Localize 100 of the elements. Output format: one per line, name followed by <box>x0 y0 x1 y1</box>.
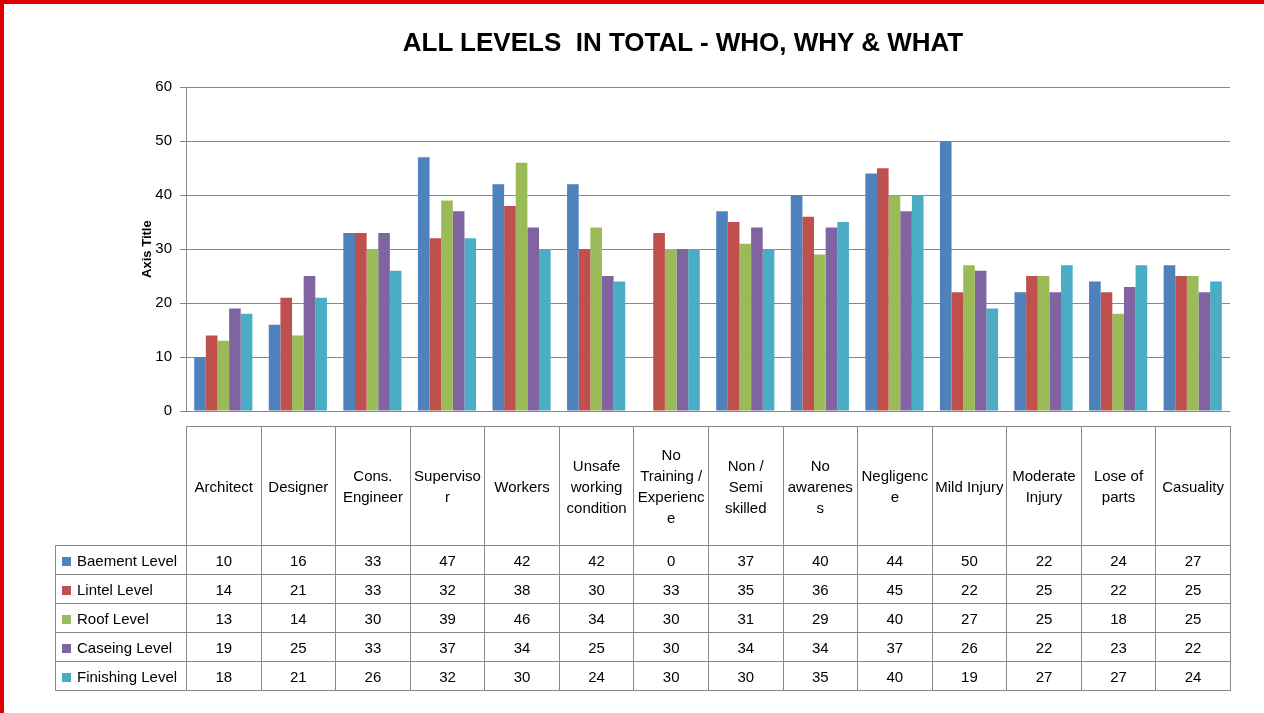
data-label: 33 <box>335 574 411 604</box>
bar <box>1026 276 1038 411</box>
data-label: 27 <box>932 603 1007 633</box>
data-label: 10 <box>186 545 262 575</box>
data-label: 47 <box>410 545 485 575</box>
data-label: 33 <box>335 632 411 662</box>
data-label: 27 <box>1081 661 1156 691</box>
data-label: 29 <box>783 603 858 633</box>
data-label: 21 <box>261 661 336 691</box>
data-label: 45 <box>857 574 933 604</box>
data-label: 25 <box>261 632 336 662</box>
x-tick-label: Non / Semi skilled <box>708 426 783 546</box>
data-label: 0 <box>633 545 709 575</box>
x-tick-label: Supervisor <box>410 426 485 546</box>
data-label: 34 <box>708 632 783 662</box>
bar <box>492 184 505 411</box>
data-label: 30 <box>335 603 411 633</box>
y-tick-label: 40 <box>155 185 172 203</box>
legend-label: Caseing Level <box>55 632 187 662</box>
data-label: 22 <box>1155 632 1231 662</box>
bar <box>653 232 665 411</box>
data-label: 25 <box>559 632 634 662</box>
data-label: 35 <box>783 661 858 691</box>
y-tick-label: 20 <box>155 293 172 311</box>
data-label: 25 <box>1006 603 1082 633</box>
data-label: 34 <box>559 603 634 633</box>
data-label: 22 <box>932 574 1007 604</box>
bar <box>751 227 763 411</box>
bar <box>986 308 999 411</box>
bar <box>1049 292 1062 411</box>
y-tick-label: 60 <box>155 77 172 95</box>
bar <box>1210 281 1222 411</box>
x-tick-label: No Training / Experience <box>633 426 709 546</box>
data-label: 25 <box>1155 574 1231 604</box>
bar <box>876 168 889 411</box>
bar <box>688 249 700 411</box>
data-label: 14 <box>261 603 336 633</box>
bar <box>303 276 316 411</box>
data-label: 30 <box>484 661 560 691</box>
data-label: 31 <box>708 603 783 633</box>
x-tick-label: Designer <box>261 426 336 546</box>
data-label: 34 <box>783 632 858 662</box>
legend-label: Lintel Level <box>55 574 187 604</box>
bar <box>1100 292 1113 411</box>
data-label: 44 <box>857 545 933 575</box>
y-tick-label: 50 <box>155 131 172 149</box>
bar <box>1037 276 1050 411</box>
data-label: 13 <box>186 603 262 633</box>
data-label: 27 <box>1006 661 1082 691</box>
x-tick-label: Workers <box>484 426 560 546</box>
bar <box>292 335 304 411</box>
bar <box>613 281 626 411</box>
data-label: 26 <box>932 632 1007 662</box>
x-tick-label: Cons. Engineer <box>335 426 411 546</box>
data-label: 25 <box>1006 574 1082 604</box>
y-axis-title: Axis Title <box>139 220 155 278</box>
bar <box>417 157 430 411</box>
bar <box>951 292 964 411</box>
x-tick-label: Lose of parts <box>1081 426 1156 546</box>
bar <box>1175 276 1187 411</box>
bar <box>676 249 689 411</box>
bar <box>194 357 206 411</box>
bar <box>664 249 677 411</box>
data-label: 32 <box>410 574 485 604</box>
bar <box>515 162 528 411</box>
bar <box>229 308 241 411</box>
data-label: 24 <box>559 661 634 691</box>
legend-label: Baement Level <box>55 545 187 575</box>
bar <box>366 249 379 411</box>
data-label: 36 <box>783 574 858 604</box>
x-tick-label: Casuality <box>1155 426 1231 546</box>
data-label: 46 <box>484 603 560 633</box>
bar <box>441 200 453 411</box>
bar <box>268 324 281 411</box>
bar <box>1198 292 1211 411</box>
bar <box>1089 281 1101 411</box>
bar <box>802 216 815 411</box>
bar <box>578 249 591 411</box>
data-label: 40 <box>783 545 858 575</box>
x-tick-label: Unsafe working condition <box>559 426 634 546</box>
bar <box>974 270 987 411</box>
data-label: 22 <box>1006 545 1082 575</box>
data-label: 19 <box>186 632 262 662</box>
x-tick-label: No awareness <box>783 426 858 546</box>
data-label: 18 <box>186 661 262 691</box>
data-label: 33 <box>633 574 709 604</box>
data-label: 35 <box>708 574 783 604</box>
bar <box>1186 276 1199 411</box>
legend-label: Finishing Level <box>55 661 187 691</box>
data-label: 30 <box>633 632 709 662</box>
data-label: 30 <box>633 603 709 633</box>
bar <box>389 270 402 411</box>
bar <box>900 211 912 411</box>
x-tick-label: Architect <box>186 426 262 546</box>
x-tick-label: Negligence <box>857 426 933 546</box>
data-label: 22 <box>1081 574 1156 604</box>
bar <box>762 249 775 411</box>
data-label: 30 <box>633 661 709 691</box>
bar <box>527 227 540 411</box>
bar <box>315 297 327 411</box>
